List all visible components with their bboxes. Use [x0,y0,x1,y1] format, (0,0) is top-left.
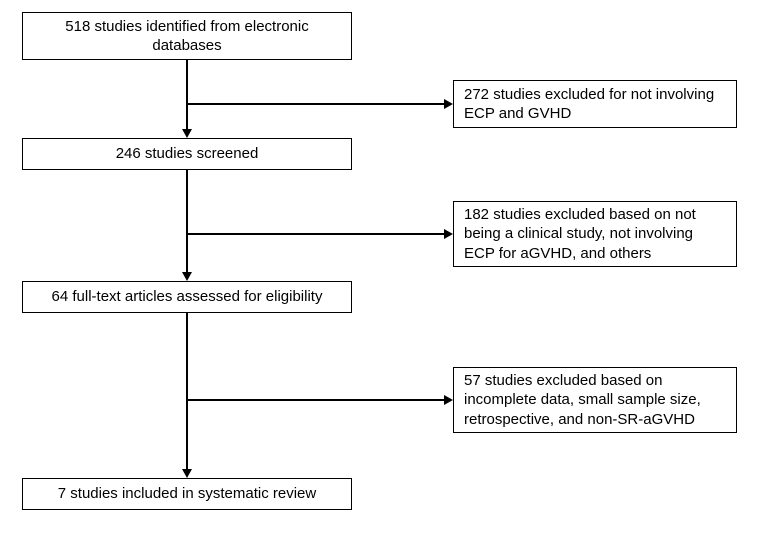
exclusion-node-text: 272 studies excluded for not involving E… [464,85,726,124]
arrow-head-right [444,395,453,405]
arrow-line-vertical [186,313,188,470]
arrow-line-horizontal [187,103,445,105]
arrow-head-down [182,469,192,478]
arrow-head-right [444,229,453,239]
exclusion-node-s3: 57 studies excluded based on incomplete … [453,367,737,433]
flow-node-n3: 64 full-text articles assessed for eligi… [22,281,352,313]
exclusion-node-text: 182 studies excluded based on not being … [464,205,726,264]
arrow-line-vertical [186,60,188,130]
arrow-line-vertical [186,170,188,273]
arrow-head-right [444,99,453,109]
arrow-head-down [182,272,192,281]
flow-node-text: 246 studies screened [116,144,259,164]
flow-node-n4: 7 studies included in systematic review [22,478,352,510]
flow-node-text: 7 studies included in systematic review [58,484,316,504]
exclusion-node-text: 57 studies excluded based on incomplete … [464,371,726,430]
arrow-line-horizontal [187,233,445,235]
flow-node-text: 518 studies identified from electronic d… [33,17,341,56]
arrow-head-down [182,129,192,138]
exclusion-node-s1: 272 studies excluded for not involving E… [453,80,737,128]
exclusion-node-s2: 182 studies excluded based on not being … [453,201,737,267]
flow-node-text: 64 full-text articles assessed for eligi… [52,287,323,307]
flow-node-n2: 246 studies screened [22,138,352,170]
arrow-line-horizontal [187,399,445,401]
flow-node-n1: 518 studies identified from electronic d… [22,12,352,60]
